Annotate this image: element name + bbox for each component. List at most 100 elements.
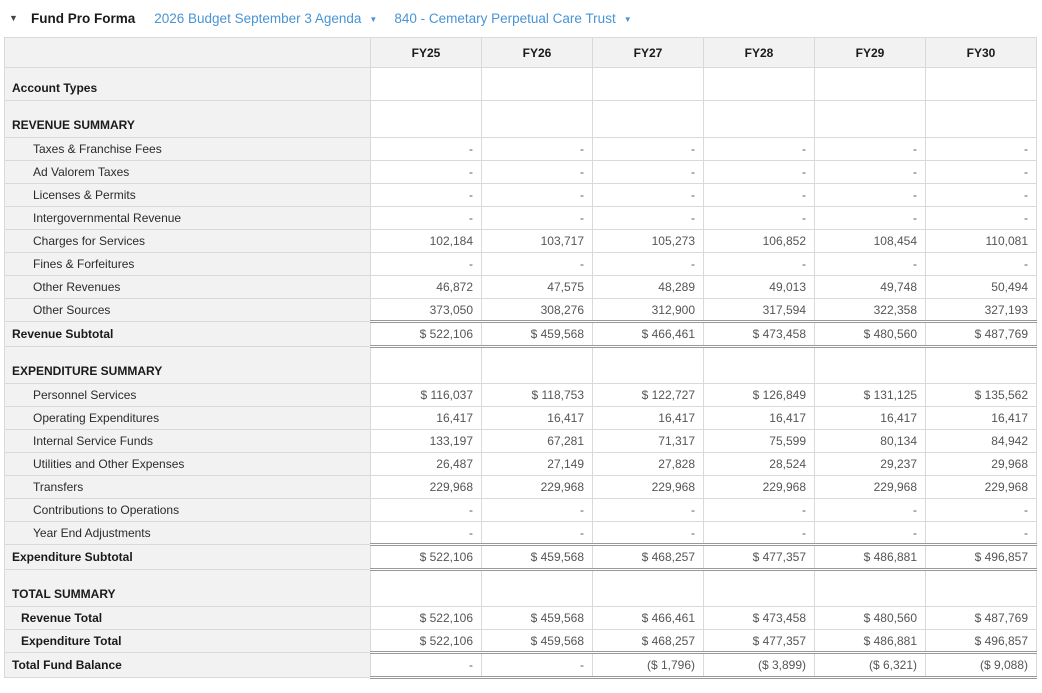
table-row: Total Fund Balance - - ($ 1,796) ($ 3,899) ($… bbox=[4, 651, 1037, 679]
cell-value: 317,594 bbox=[703, 298, 815, 322]
cell-value bbox=[592, 67, 704, 101]
cell-value bbox=[703, 569, 815, 607]
row-label: Revenue Subtotal bbox=[4, 321, 371, 347]
cell-value: - bbox=[925, 137, 1037, 161]
cell-value: - bbox=[592, 206, 704, 230]
table-row: Operating Expenditures 16,417 16,417 16,417… bbox=[4, 406, 1037, 430]
cell-value: 71,317 bbox=[592, 429, 704, 453]
column-header: FY25 bbox=[370, 37, 482, 68]
cell-value: - bbox=[703, 137, 815, 161]
cell-value: ($ 1,796) bbox=[592, 651, 704, 679]
table-header-row: FY25 FY26 FY27 FY28 FY29 FY30 bbox=[4, 37, 1037, 68]
cell-value: 105,273 bbox=[592, 229, 704, 253]
cell-value: 16,417 bbox=[703, 406, 815, 430]
cell-value: 133,197 bbox=[370, 429, 482, 453]
cell-value: 108,454 bbox=[814, 229, 926, 253]
chevron-down-icon: ▼ bbox=[623, 14, 632, 24]
cell-value: - bbox=[925, 160, 1037, 184]
cell-value bbox=[370, 569, 482, 607]
cell-value: 48,289 bbox=[592, 275, 704, 299]
cell-value: $ 486,881 bbox=[814, 629, 926, 653]
row-label: Transfers bbox=[4, 475, 371, 499]
table-row: Revenue Subtotal $ 522,106 $ 459,568 $ 466,… bbox=[4, 320, 1037, 348]
cell-value: - bbox=[703, 521, 815, 545]
fund-dropdown[interactable]: 840 - Cemetary Perpetual Care Trust ▼ bbox=[394, 11, 631, 26]
row-label: Personnel Services bbox=[4, 383, 371, 407]
table-row: Internal Service Funds 133,197 67,281 71,31… bbox=[4, 429, 1037, 453]
cell-value: $ 116,037 bbox=[370, 383, 482, 407]
cell-value: - bbox=[481, 252, 593, 276]
column-header: FY26 bbox=[481, 37, 593, 68]
table-row: Personnel Services $ 116,037 $ 118,753 $ 12… bbox=[4, 383, 1037, 407]
cell-value: - bbox=[703, 498, 815, 522]
row-label: Year End Adjustments bbox=[4, 521, 371, 545]
cell-value bbox=[703, 67, 815, 101]
cell-value bbox=[481, 100, 593, 138]
cell-value: $ 486,881 bbox=[814, 543, 926, 571]
cell-value bbox=[925, 100, 1037, 138]
cell-value bbox=[370, 346, 482, 384]
row-label: EXPENDITURE SUMMARY bbox=[4, 346, 371, 384]
cell-value: - bbox=[925, 521, 1037, 545]
row-label: Ad Valorem Taxes bbox=[4, 160, 371, 184]
budget-dropdown-label: 2026 Budget September 3 Agenda bbox=[154, 11, 362, 26]
cell-value: - bbox=[370, 252, 482, 276]
collapse-arrow-icon[interactable]: ▼ bbox=[9, 13, 18, 23]
cell-value bbox=[481, 346, 593, 384]
cell-value: - bbox=[592, 252, 704, 276]
cell-value: 229,968 bbox=[370, 475, 482, 499]
cell-value: - bbox=[481, 183, 593, 207]
row-label: Utilities and Other Expenses bbox=[4, 452, 371, 476]
cell-value: 75,599 bbox=[703, 429, 815, 453]
cell-value: 50,494 bbox=[925, 275, 1037, 299]
row-label: Licenses & Permits bbox=[4, 183, 371, 207]
cell-value: $ 522,106 bbox=[370, 320, 482, 348]
cell-value: 49,013 bbox=[703, 275, 815, 299]
corner-header-cell bbox=[4, 37, 371, 68]
cell-value: 229,968 bbox=[814, 475, 926, 499]
cell-value: $ 496,857 bbox=[925, 629, 1037, 653]
cell-value: $ 477,357 bbox=[703, 543, 815, 571]
cell-value: 29,237 bbox=[814, 452, 926, 476]
cell-value: 308,276 bbox=[481, 298, 593, 322]
cell-value: 27,149 bbox=[481, 452, 593, 476]
row-label: Total Fund Balance bbox=[4, 652, 371, 678]
row-label: Account Types bbox=[4, 67, 371, 101]
table-row: Expenditure Subtotal $ 522,106 $ 459,568 $ … bbox=[4, 543, 1037, 571]
cell-value: ($ 3,899) bbox=[703, 651, 815, 679]
cell-value: 26,487 bbox=[370, 452, 482, 476]
cell-value: - bbox=[814, 252, 926, 276]
row-label: Contributions to Operations bbox=[4, 498, 371, 522]
cell-value: 46,872 bbox=[370, 275, 482, 299]
cell-value: - bbox=[592, 521, 704, 545]
budget-dropdown[interactable]: 2026 Budget September 3 Agenda ▼ bbox=[154, 11, 377, 26]
cell-value: 16,417 bbox=[481, 406, 593, 430]
cell-value: - bbox=[814, 498, 926, 522]
cell-value: 102,184 bbox=[370, 229, 482, 253]
cell-value: 49,748 bbox=[814, 275, 926, 299]
cell-value: $ 473,458 bbox=[703, 606, 815, 630]
cell-value: $ 522,106 bbox=[370, 606, 482, 630]
table-row: Transfers 229,968 229,968 229,968 229,968 229… bbox=[4, 475, 1037, 499]
cell-value: - bbox=[370, 160, 482, 184]
row-label: Charges for Services bbox=[4, 229, 371, 253]
cell-value: 229,968 bbox=[481, 475, 593, 499]
cell-value bbox=[925, 67, 1037, 101]
table-row: Other Sources 373,050 308,276 312,900 317,59… bbox=[4, 298, 1037, 322]
cell-value: 312,900 bbox=[592, 298, 704, 322]
cell-value: 47,575 bbox=[481, 275, 593, 299]
cell-value: - bbox=[814, 137, 926, 161]
cell-value: $ 122,727 bbox=[592, 383, 704, 407]
cell-value: 229,968 bbox=[592, 475, 704, 499]
cell-value bbox=[703, 346, 815, 384]
cell-value: - bbox=[703, 206, 815, 230]
row-label: Operating Expenditures bbox=[4, 406, 371, 430]
cell-value: 110,081 bbox=[925, 229, 1037, 253]
column-header: FY27 bbox=[592, 37, 704, 68]
cell-value: $ 496,857 bbox=[925, 543, 1037, 571]
cell-value: - bbox=[925, 252, 1037, 276]
row-label: REVENUE SUMMARY bbox=[4, 100, 371, 138]
cell-value bbox=[925, 569, 1037, 607]
fund-dropdown-label: 840 - Cemetary Perpetual Care Trust bbox=[394, 11, 616, 26]
cell-value bbox=[814, 346, 926, 384]
